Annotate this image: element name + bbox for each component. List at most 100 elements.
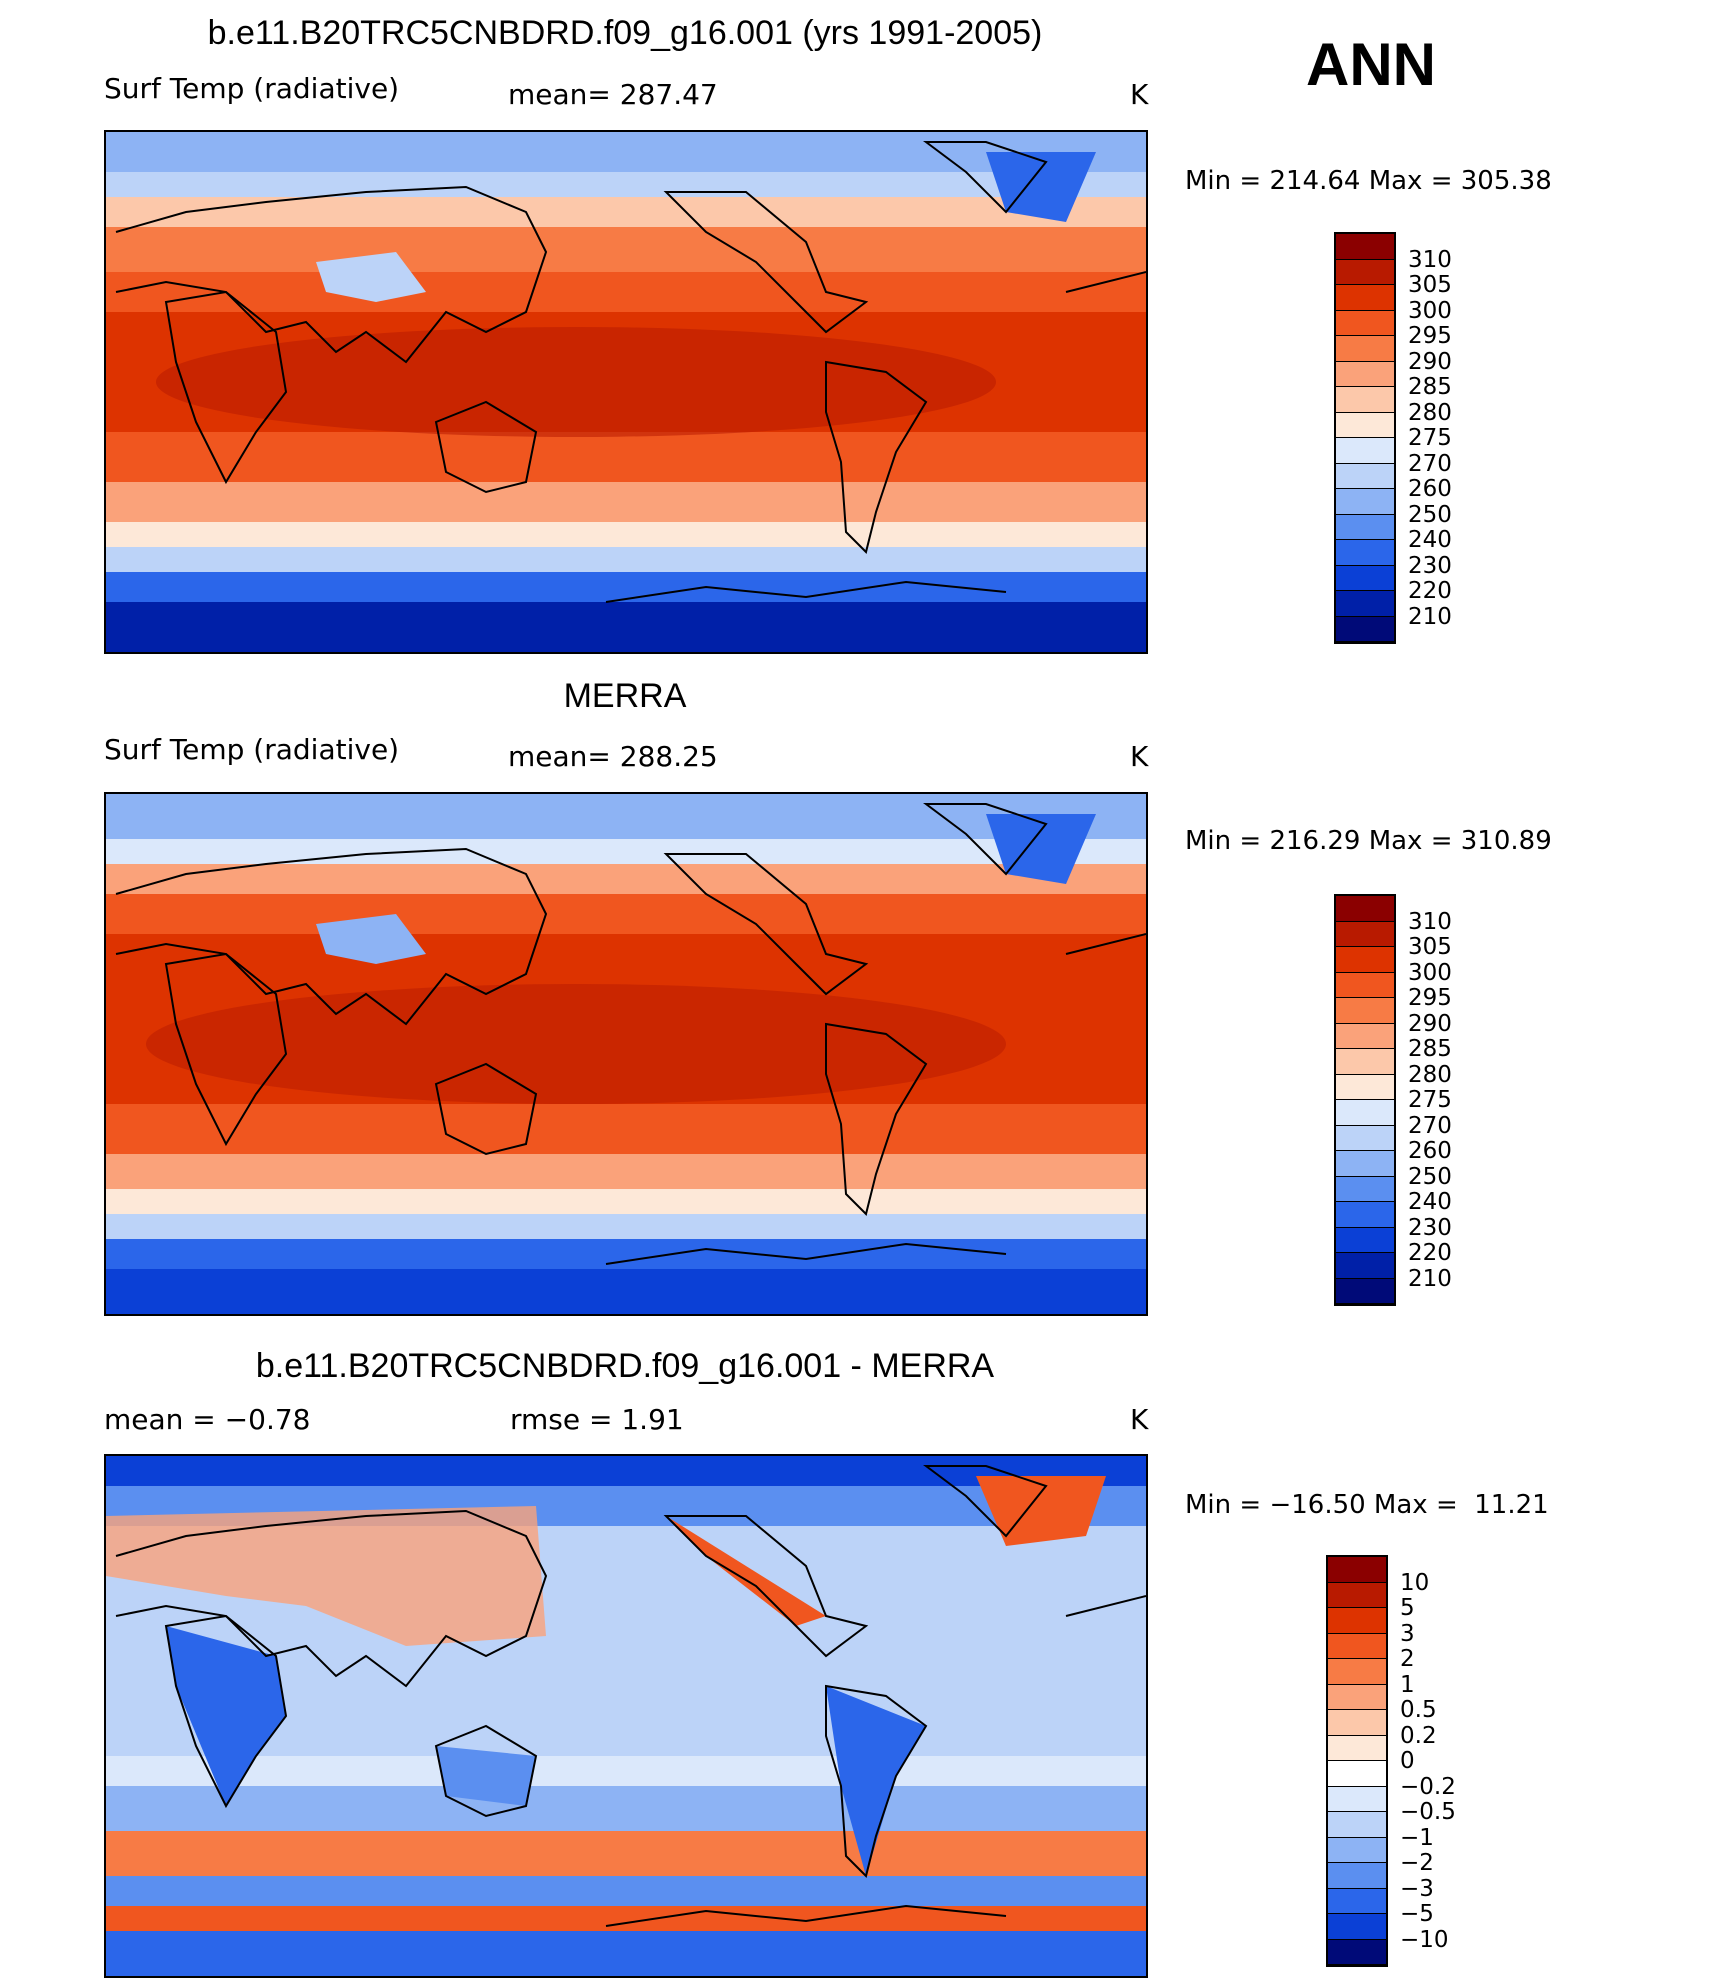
colorbar-swatch xyxy=(1328,1633,1386,1659)
colorbar-tick-label: 260 xyxy=(1408,476,1452,502)
panel1-units: K xyxy=(1130,78,1149,111)
colorbar-swatch xyxy=(1336,1074,1394,1100)
panel1-mean-label: mean= 287.47 xyxy=(508,78,718,111)
panel2-mean-label: mean= 288.25 xyxy=(508,740,718,773)
panel3-rmse-label: rmse = 1.91 xyxy=(510,1403,684,1436)
colorbar-swatch xyxy=(1336,336,1394,362)
colorbar-swatch xyxy=(1336,591,1394,617)
panel1-map xyxy=(104,130,1148,654)
map3-band-arctic xyxy=(106,1456,1146,1486)
colorbar-tick-label: 210 xyxy=(1408,1265,1452,1292)
panel2-map-svg xyxy=(106,794,1146,1314)
colorbar-tick-label: 280 xyxy=(1408,399,1452,426)
colorbar-tick-label: 240 xyxy=(1408,1189,1452,1215)
colorbar-tick-label: 10 xyxy=(1400,1569,1430,1596)
panel3-units: K xyxy=(1130,1403,1149,1436)
colorbar-tick-label: −3 xyxy=(1400,1875,1434,1902)
map3-band-s-trop xyxy=(106,1756,1146,1786)
map2-band-s-trop xyxy=(106,1104,1146,1154)
map2-band-s-subtrop xyxy=(106,1154,1146,1189)
colorbar-tick-label: 295 xyxy=(1408,323,1452,349)
map1-warm-pool xyxy=(156,327,996,437)
map1-band-subarctic xyxy=(106,172,1146,197)
colorbar-tick-label: 300 xyxy=(1408,297,1452,324)
map1-band-antarctic-coast xyxy=(106,572,1146,602)
map3-band-s-subtrop xyxy=(106,1786,1146,1831)
colorbar-swatch xyxy=(1336,1227,1394,1253)
colorbar-tick-label: 270 xyxy=(1408,1112,1452,1139)
colorbar-tick-label: 290 xyxy=(1408,348,1452,375)
colorbar-swatch xyxy=(1336,285,1394,311)
colorbar-tick-label: −1 xyxy=(1400,1824,1434,1851)
colorbar-tick-label: 300 xyxy=(1408,959,1452,986)
panel3-mean-label: mean = −0.78 xyxy=(104,1403,311,1436)
colorbar-swatch xyxy=(1336,1049,1394,1075)
panel2-title: MERRA xyxy=(563,677,687,715)
map3-greenland-warm xyxy=(976,1476,1106,1546)
colorbar-swatch xyxy=(1336,1202,1394,1228)
map1-tibet xyxy=(316,252,426,302)
colorbar-swatch xyxy=(1328,1939,1386,1965)
colorbar-tick-label: 280 xyxy=(1408,1061,1452,1088)
colorbar-tick-label: 230 xyxy=(1408,552,1452,579)
colorbar-tick-label: 220 xyxy=(1408,1240,1452,1266)
colorbar-tick-label: −0.5 xyxy=(1400,1799,1456,1825)
colorbar-tick-label: −0.2 xyxy=(1400,1773,1456,1800)
map3-band-antarctic xyxy=(106,1931,1146,1976)
map1-band-s-trop xyxy=(106,432,1146,482)
map2-band-antarctic-coast xyxy=(106,1239,1146,1269)
colorbar-swatch xyxy=(1336,463,1394,489)
colorbar-swatch xyxy=(1336,1278,1394,1304)
colorbar-tick-label: −5 xyxy=(1400,1901,1434,1927)
map3-australia-cold xyxy=(436,1746,536,1806)
colorbar-tick-label: 275 xyxy=(1408,1087,1452,1113)
colorbar-swatch xyxy=(1328,1710,1386,1736)
colorbar-tick-label: 220 xyxy=(1408,578,1452,604)
map2-band-s-ocean xyxy=(106,1214,1146,1239)
colorbar-swatch xyxy=(1328,1557,1386,1583)
colorbar-tick-label: 285 xyxy=(1408,1036,1452,1062)
panel2-variable-label: Surf Temp (radiative) xyxy=(104,733,400,766)
colorbar-swatch xyxy=(1336,972,1394,998)
colorbar-swatch xyxy=(1328,1684,1386,1710)
map2-band-arctic xyxy=(106,794,1146,839)
colorbar-swatch xyxy=(1336,540,1394,566)
map3-coastlines xyxy=(115,1465,1146,1927)
colorbar-swatch xyxy=(1328,1786,1386,1812)
map1-band-arctic xyxy=(106,132,1146,172)
panel2-colorbar xyxy=(1334,894,1396,1306)
map2-band-n-midlat xyxy=(106,864,1146,894)
colorbar-tick-label: 0 xyxy=(1400,1748,1415,1774)
panel3-title: b.e11.B20TRC5CNBDRD.f09_g16.001 - MERRA xyxy=(255,1347,995,1385)
colorbar-swatch xyxy=(1336,947,1394,973)
map3-samerica-cold xyxy=(826,1686,926,1876)
colorbar-swatch xyxy=(1336,616,1394,642)
map1-band-s-subtrop xyxy=(106,482,1146,522)
colorbar-swatch xyxy=(1336,234,1394,260)
colorbar-swatch xyxy=(1336,1253,1394,1279)
panel1-minmax: Min = 214.64 Max = 305.38 xyxy=(1185,166,1552,196)
map1-greenland xyxy=(986,152,1096,222)
colorbar-swatch xyxy=(1336,387,1394,413)
map2-greenland xyxy=(986,814,1096,884)
panel1-map-svg xyxy=(106,132,1146,652)
map3-eurasia-warm xyxy=(106,1506,546,1646)
colorbar-tick-label: 285 xyxy=(1408,374,1452,400)
map1-band-s-midlat xyxy=(106,522,1146,547)
colorbar-swatch xyxy=(1336,361,1394,387)
map3-rockies-warm xyxy=(666,1516,826,1626)
colorbar-tick-label: 210 xyxy=(1408,603,1452,630)
colorbar-swatch xyxy=(1336,921,1394,947)
panel3-colorbar xyxy=(1326,1555,1388,1967)
colorbar-tick-label: −10 xyxy=(1400,1926,1449,1953)
colorbar-swatch xyxy=(1328,1582,1386,1608)
colorbar-swatch xyxy=(1328,1863,1386,1889)
map2-band-s-midlat xyxy=(106,1189,1146,1214)
map1-band-n-midlat xyxy=(106,197,1146,227)
colorbar-swatch xyxy=(1336,565,1394,591)
colorbar-tick-label: 310 xyxy=(1408,908,1452,935)
panel1-title: b.e11.B20TRC5CNBDRD.f09_g16.001 (yrs 199… xyxy=(207,14,1043,52)
map1-band-antarctic xyxy=(106,602,1146,652)
map2-band-n-subtrop xyxy=(106,894,1146,934)
colorbar-swatch xyxy=(1336,489,1394,515)
